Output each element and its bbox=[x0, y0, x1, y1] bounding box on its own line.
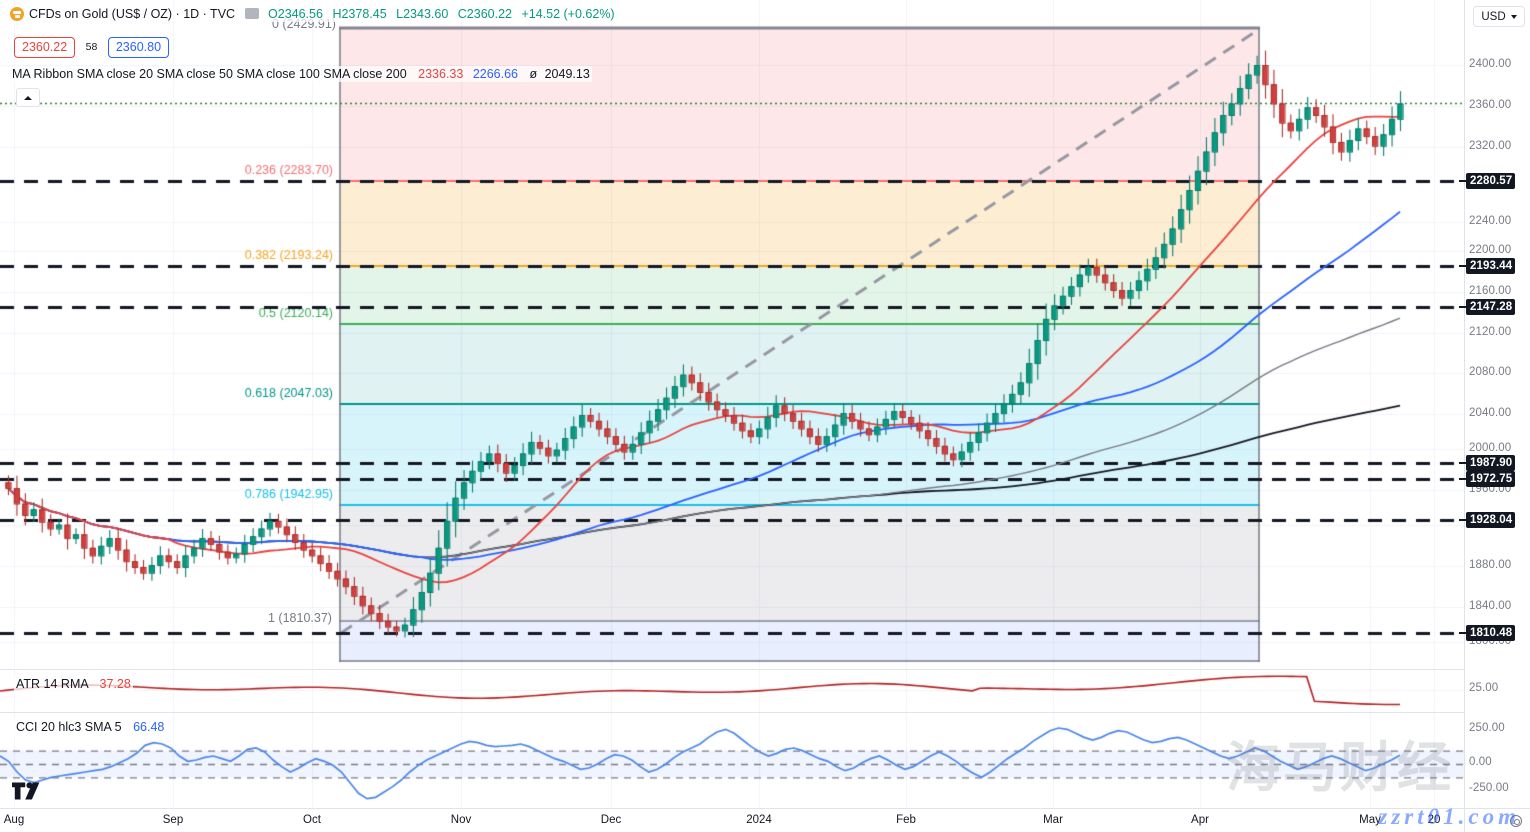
price-axis-tick: 2120.00 bbox=[1469, 326, 1512, 338]
price-axis-tick: 2240.00 bbox=[1469, 215, 1512, 227]
time-axis-tick: Sep bbox=[162, 814, 184, 826]
eye-icon[interactable] bbox=[244, 8, 259, 19]
price-axis-tick: 0.00 bbox=[1469, 756, 1492, 768]
price-axis-tick: 2360.00 bbox=[1469, 99, 1512, 111]
price-axis-badge: 1987.90 bbox=[1459, 455, 1516, 471]
ohlc-close: C2360.22 bbox=[457, 7, 512, 21]
chevron-up-icon[interactable] bbox=[16, 88, 40, 107]
time-axis-tick: Feb bbox=[896, 814, 916, 826]
symbol-title[interactable]: CFDs on Gold (US$ / OZ) · 1D · TVC bbox=[29, 7, 236, 21]
ma-ribbon-avg-value: 2049.13 bbox=[544, 67, 590, 81]
ma-ribbon-value-red: 2336.33 bbox=[418, 67, 464, 81]
price-axis-tick: 2000.00 bbox=[1469, 442, 1512, 454]
atr-title[interactable]: ATR 14 RMA bbox=[16, 677, 89, 691]
price-axis-tick: 250.00 bbox=[1469, 722, 1505, 734]
ma-ribbon-legend[interactable]: MA Ribbon SMA close 20 SMA close 50 SMA … bbox=[10, 66, 592, 82]
price-axis-tick: 2080.00 bbox=[1469, 366, 1512, 378]
time-axis-tick: 2024 bbox=[746, 814, 772, 826]
ask-price-pill[interactable]: 2360.80 bbox=[107, 37, 170, 58]
main-price-pane[interactable] bbox=[0, 0, 1464, 668]
bid-price-pill[interactable]: 2360.22 bbox=[14, 37, 76, 58]
price-axis-tick: 2200.00 bbox=[1469, 244, 1512, 256]
cci-value: 66.48 bbox=[133, 720, 165, 734]
chevron-down-icon bbox=[1510, 14, 1517, 19]
time-axis-tick: Dec bbox=[600, 814, 622, 826]
ohlc-open: O2346.56 bbox=[268, 7, 323, 21]
price-axis-tick: 2040.00 bbox=[1469, 407, 1512, 419]
time-axis-tick: Apr bbox=[1191, 814, 1209, 826]
price-axis-badge: 1810.48 bbox=[1459, 625, 1516, 641]
price-axis-tick: 1880.00 bbox=[1469, 559, 1512, 571]
ohlc-low: L2343.60 bbox=[396, 7, 449, 21]
price-axis-tick: 2160.00 bbox=[1469, 285, 1512, 297]
gold-bull-icon bbox=[10, 7, 24, 21]
price-axis-badge: 2280.57 bbox=[1459, 173, 1516, 189]
time-axis-tick: Aug bbox=[3, 814, 25, 826]
price-axis[interactable]: USD 2400.00 2360.00 2320.00 2240.00 2200.00 2… bbox=[1459, 0, 1530, 808]
time-axis-tick: Mar bbox=[1043, 814, 1063, 826]
price-axis-badge: 2193.44 bbox=[1459, 258, 1516, 274]
time-axis-tick: Oct bbox=[303, 814, 321, 826]
ma-ribbon-avg-symbol: ø bbox=[529, 67, 538, 81]
spread-count: 58 bbox=[85, 41, 98, 53]
currency-label: USD bbox=[1481, 10, 1506, 23]
time-axis-tick: May bbox=[1359, 814, 1381, 826]
price-axis-tick: 1840.00 bbox=[1469, 600, 1512, 612]
symbol-legend[interactable]: CFDs on Gold (US$ / OZ) · 1D · TVC O2346… bbox=[8, 6, 617, 22]
price-axis-badge: 1928.04 bbox=[1459, 512, 1516, 528]
time-axis-divider bbox=[1464, 809, 1465, 832]
ohlc-change: +14.52 (+0.62%) bbox=[521, 7, 615, 21]
atr-value: 37.28 bbox=[99, 677, 131, 691]
time-axis-tick: Nov bbox=[450, 814, 472, 826]
price-axis-tick: -250.00 bbox=[1469, 782, 1509, 794]
fib-endpoint-bottom: 1 (1810.37) bbox=[268, 611, 332, 625]
gear-icon[interactable] bbox=[1510, 815, 1522, 827]
price-axis-tick: 25.00 bbox=[1469, 682, 1499, 694]
ma-ribbon-title[interactable]: MA Ribbon SMA close 20 SMA close 50 SMA … bbox=[12, 67, 407, 81]
atr-legend[interactable]: ATR 14 RMA 37.28 bbox=[14, 676, 133, 692]
time-axis-tick: 20 bbox=[1427, 814, 1441, 826]
cci-title[interactable]: CCI 20 hlc3 SMA 5 bbox=[16, 720, 122, 734]
ohlc-high: H2378.45 bbox=[332, 7, 387, 21]
cci-indicator-pane[interactable] bbox=[0, 712, 1464, 808]
price-axis-badge: 2147.28 bbox=[1459, 299, 1516, 315]
tradingview-logo-icon bbox=[12, 782, 40, 800]
time-axis[interactable]: Aug Sep Oct Nov Dec 2024 Feb Mar Apr May 20 bbox=[0, 808, 1530, 832]
ma-ribbon-value-blue: 2266.66 bbox=[472, 67, 518, 81]
price-axis-tick: 2320.00 bbox=[1469, 140, 1512, 152]
price-pills: 2360.22 58 2360.80 bbox=[12, 36, 171, 59]
cci-legend[interactable]: CCI 20 hlc3 SMA 5 66.48 bbox=[14, 719, 167, 735]
price-axis-tick: 2400.00 bbox=[1469, 58, 1512, 70]
price-axis-badge: 1972.75 bbox=[1459, 471, 1516, 487]
atr-indicator-pane[interactable] bbox=[0, 669, 1464, 711]
currency-selector[interactable]: USD bbox=[1473, 6, 1525, 27]
